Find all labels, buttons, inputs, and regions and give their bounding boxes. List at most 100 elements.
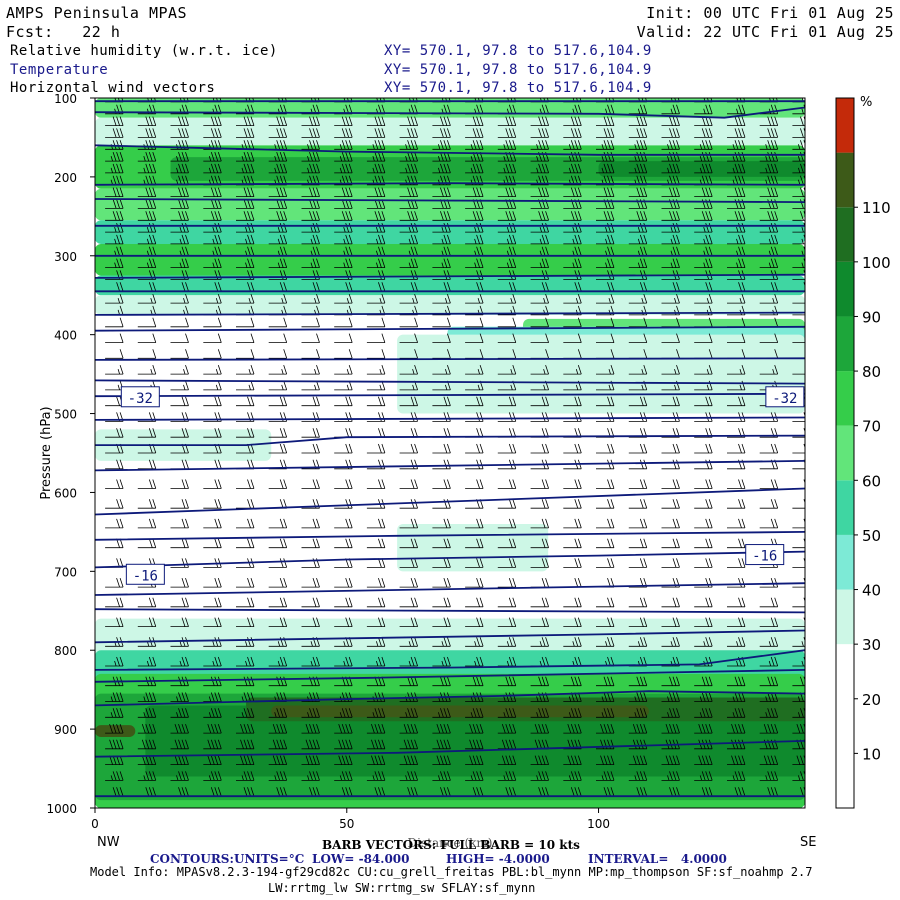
wind-barb [301,104,320,115]
wind-barb [694,104,713,115]
field-xy-rh: XY= 570.1, 97.8 to 517.6,104.9 [384,43,652,59]
init-time: Init: 00 UTC Fri 01 Aug 25 [646,4,894,22]
contours-interval: INTERVAL= 4.0000 [588,852,727,866]
wind-barb [236,222,255,233]
wind-barb [792,258,805,268]
wind-barb [596,538,615,549]
wind-barb [203,128,222,138]
wind-barb [170,755,189,765]
rh-band-1 [95,117,805,146]
wind-barb [759,708,779,718]
colorbar-unit: % [860,95,872,110]
wind-barb [137,222,157,233]
wind-barb [596,151,615,162]
nw-endpoint-label: NW [97,835,120,850]
temperature-contour-2 [95,144,805,156]
forecast-hour: Fcst: 22 h [6,23,121,41]
wind-barb [497,317,517,328]
wind-barb [170,538,189,549]
wind-barb [596,518,615,529]
wind-barb [465,443,484,454]
wind-barb [661,128,680,138]
wind-barb [268,577,288,588]
wind-barb [530,293,549,304]
wind-barb [563,151,582,162]
wind-barb [366,656,386,667]
wind-barb [628,199,648,209]
wind-barb [530,211,549,221]
wind-barb [628,293,648,304]
wind-barb [563,396,582,407]
temperature-contours [95,100,805,798]
wind-barb [170,140,189,150]
contours-high: HIGH= -4.0000 [446,852,550,866]
wind-barb [661,258,680,268]
plot-frame [94,97,806,809]
model-info-physics: LW:rrtmg_lw SW:rrtmg_sw SFLAY:sf_mynn [268,881,536,895]
wind-barb [105,140,124,150]
wind-barb [105,518,124,529]
wind-barb [170,558,189,568]
wind-barb [334,199,353,209]
wind-barb [170,211,189,221]
temperature-contour-10 [95,325,805,332]
field-label-rh: Relative humidity (w.r.t. ice) [10,43,278,59]
wind-barb [661,140,680,150]
y-tick-label: 200 [54,171,77,185]
wind-barb [137,293,157,304]
colorbar-segment-9 [836,261,854,317]
wind-barb [497,333,517,343]
wind-barb [366,518,386,529]
wind-barb [596,499,615,509]
wind-barb [203,577,222,588]
wind-barb [301,140,320,150]
wind-barb [268,617,288,627]
wind-barb [530,151,549,162]
temperature-contour-4 [95,198,805,203]
wind-barb [563,771,582,781]
wind-barb [792,637,805,647]
wind-barb [727,656,746,667]
wind-barb [334,479,353,489]
wind-barb [137,104,157,115]
temperature-contour-9 [95,311,805,316]
wind-barb [399,739,418,750]
wind-barb [432,396,451,407]
rh-band-7 [95,243,805,276]
wind-barb [596,692,615,702]
wind-barb [399,140,418,150]
wind-barb [268,396,288,407]
wind-barb [366,637,386,647]
wind-barb [170,258,189,268]
wind-barb [465,187,484,197]
colorbar-tick-label: 40 [862,582,881,600]
wind-barb [170,317,189,328]
wind-barb [432,258,451,268]
wind-barb [170,333,189,343]
wind-barb [694,479,713,489]
wind-barb [366,577,386,588]
wind-barb [661,597,680,608]
wind-barb [432,234,451,245]
wind-barb [497,499,517,509]
wind-barb [137,234,157,245]
wind-barb [432,163,451,174]
wind-barb [236,577,255,588]
wind-barb [366,187,386,197]
wind-barb [759,723,779,734]
wind-barb [301,116,320,126]
wind-barb [530,364,549,375]
wind-barb [301,163,320,174]
wind-barb [792,104,805,115]
wind-barb [563,412,582,422]
wind-barb [497,258,517,268]
wind-barb [137,128,157,138]
wind-barb [105,333,124,343]
wind-barb [497,412,517,422]
wind-barb [301,538,320,549]
wind-barb [563,708,582,718]
wind-barb [497,140,517,150]
wind-barb [399,518,418,529]
wind-barb [334,708,353,718]
colorbar-segment-7 [836,371,854,426]
